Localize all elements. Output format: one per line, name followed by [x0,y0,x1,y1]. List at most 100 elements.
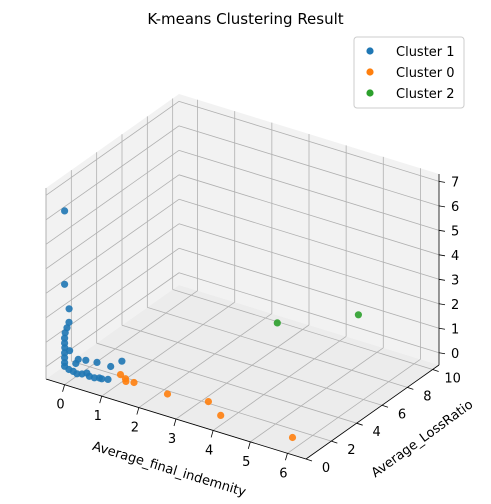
y-tick-label: 10 [444,371,461,386]
z-grid-left [45,101,180,196]
x-tick-mark [62,384,65,392]
chart-legend: Cluster 1 Cluster 0 Cluster 2 [353,36,465,109]
z-tick-label: 1 [451,322,459,337]
point-cluster-1 [66,347,74,355]
z-tick-mark [438,352,446,355]
y-tick-label: 4 [373,425,381,440]
point-cluster-1 [118,357,126,365]
y-tick-mark [432,369,439,372]
y-grid-floor [96,342,357,424]
point-cluster-1 [65,305,73,313]
axes-grid [45,98,440,460]
point-cluster-1 [104,375,112,383]
x-tick-label: 1 [94,409,102,424]
legend-frame [353,36,465,109]
z-tick-label: 3 [451,273,459,288]
z-tick-mark [438,327,446,330]
legend-label: Cluster 1 [396,45,455,60]
point-cluster-0 [163,390,172,398]
z-tick-label: 5 [451,224,459,239]
point-cluster-2 [273,319,281,327]
legend-label: Cluster 2 [396,87,455,102]
z-tick-label: 7 [451,175,459,190]
z-grid-back [178,223,440,305]
x-tick-mark [285,453,288,461]
y-grid-floor [147,306,408,388]
x-axis-title: Average_final_indemnity [90,439,247,500]
z-tick-mark [438,278,446,281]
y-tick-label: 0 [322,461,330,476]
x-grid-floor [250,347,384,443]
y-tick-mark [305,458,313,462]
z-grid-back [178,272,440,354]
z-grid-left [45,125,180,221]
point-cluster-1 [65,318,73,326]
z-tick-mark [438,303,446,306]
x-tick-label: 6 [279,466,287,481]
z-grid-back [178,149,440,231]
point-cluster-1 [61,329,69,337]
z-tick-mark [438,254,446,257]
x-tick-mark [247,441,251,449]
point-cluster-0 [130,378,138,387]
legend-marker [366,89,374,97]
point-cluster-1 [93,358,101,366]
x-grid-floor [175,324,310,420]
z-tick-label: 4 [451,249,459,264]
x-tick-label: 3 [168,432,176,447]
z-grid-back [178,247,440,329]
x-tick-label: 5 [242,455,250,470]
point-cluster-0 [217,411,225,419]
x-grid-floor [138,313,273,408]
z-grid-left [45,223,180,319]
chart-title: K-means Clustering Result [147,10,343,28]
z-grid-left [45,198,180,294]
z-grid-back [178,174,440,256]
legend-label: Cluster 0 [396,66,455,81]
legend-marker [366,68,374,76]
x-grid-floor [287,358,421,454]
z-tick-mark [438,180,446,183]
z-grid-left [45,174,180,270]
y-axis-title: Average_LossRatio [369,397,476,481]
axes-ticks: 0 1 2 3 4 5 6 0 2 4 6 8 10 0 1 2 3 4 5 6 7 [56,175,461,481]
data-points [61,207,362,442]
z-tick-label: 6 [451,200,459,215]
y-tick-label: 6 [398,407,406,422]
y-grid-floor [71,360,332,442]
z-grid-back [178,125,440,207]
point-cluster-1 [61,280,69,288]
y-tick-mark [331,440,338,444]
y-tick-mark [356,422,363,426]
legend-marker [366,47,374,55]
left-pane [46,94,179,379]
z-tick-mark [438,229,446,232]
x-tick-mark [173,418,177,427]
x-tick-label: 0 [56,398,64,413]
point-cluster-1 [61,207,69,215]
z-tick-label: 2 [451,298,459,313]
y-tick-mark [381,404,389,408]
point-cluster-0 [288,433,297,442]
z-tick-mark [438,205,446,208]
y-grid-floor [172,289,433,370]
x-tick-mark [136,407,140,415]
point-cluster-1 [72,359,80,368]
z-grid-back [178,198,440,280]
y-tick-label: 2 [347,443,355,458]
point-cluster-1 [107,362,115,371]
y-tick-mark [407,387,414,390]
y-axis-line [305,364,440,460]
x-tick-mark [210,430,214,438]
point-cluster-0 [116,371,125,379]
z-grid-left [45,149,180,245]
x-tick-label: 2 [131,421,139,436]
x-grid-floor [64,290,198,386]
point-cluster-2 [354,311,362,319]
x-grid-floor [212,336,347,431]
point-cluster-1 [82,356,90,364]
z-tick-label: 0 [451,347,459,362]
y-tick-label: 8 [423,389,431,404]
point-cluster-0 [204,398,212,406]
